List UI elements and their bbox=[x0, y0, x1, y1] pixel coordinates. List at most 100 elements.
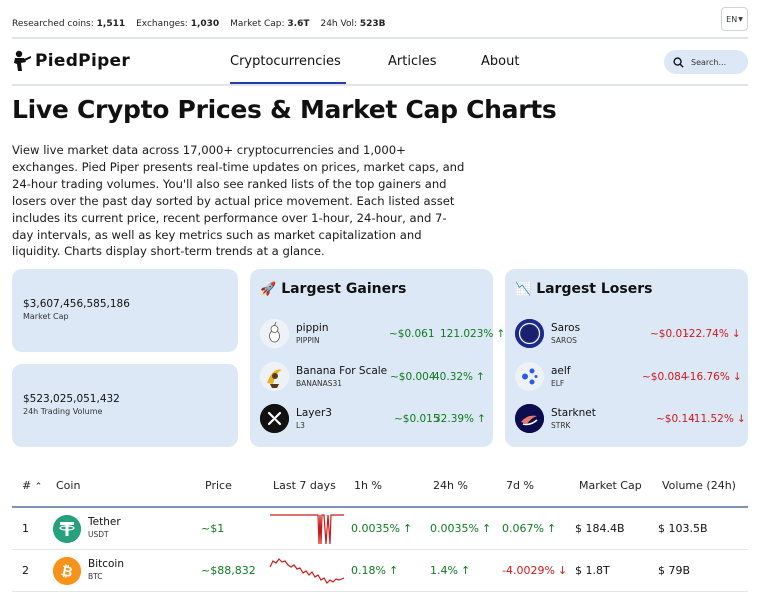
language-selector[interactable]: EN ▼ bbox=[721, 7, 748, 31]
coin-name: Tether bbox=[88, 516, 121, 528]
gainers-title: 🚀 Largest Gainers bbox=[260, 281, 406, 297]
coin-price: ~$88,832 bbox=[201, 564, 256, 577]
coin-symbol: SAROS bbox=[551, 336, 577, 345]
table-row[interactable]: 1 Tether USDT ~$1 0.0035% ↑ 0.0035% ↑ 0.06… bbox=[12, 508, 748, 550]
search-icon bbox=[673, 56, 684, 68]
arrow-down-icon: ↓ bbox=[731, 328, 741, 340]
coin-change: 40.32% ↑ bbox=[433, 371, 485, 383]
header-7d[interactable]: 7d % bbox=[506, 479, 534, 492]
header-coin[interactable]: Coin bbox=[56, 479, 81, 492]
coin-change: 121.023% ↑ bbox=[440, 328, 505, 340]
coin-price: ~$0.061 bbox=[389, 328, 435, 340]
stat-exchanges: Exchanges: 1,030 bbox=[136, 19, 219, 29]
stat-label: Exchanges: bbox=[136, 19, 188, 29]
stat-label: Market Cap: bbox=[230, 19, 285, 29]
coin-change-value: 121.023% bbox=[440, 328, 494, 340]
change-7d-value: 0.067% bbox=[502, 522, 544, 535]
header-volume[interactable]: Volume (24h) bbox=[662, 479, 736, 492]
stat-value: 3.6T bbox=[287, 19, 310, 29]
sort-rank-header[interactable]: # ⌃ bbox=[22, 479, 42, 492]
tether-coin-icon bbox=[53, 515, 81, 543]
loser-item[interactable]: aelf ELF ~$0.084 -16.76% ↓ bbox=[515, 362, 742, 394]
nav-about[interactable]: About bbox=[481, 54, 520, 69]
gainer-item[interactable]: Layer3 L3 ~$0.015 32.39% ↑ bbox=[260, 404, 486, 436]
coin-price: ~$0.14 bbox=[656, 413, 695, 425]
rocket-icon: 🚀 bbox=[260, 281, 277, 297]
header-1h[interactable]: 1h % bbox=[354, 479, 382, 492]
layer3-coin-icon bbox=[260, 404, 289, 433]
arrow-up-icon: ↑ bbox=[402, 522, 413, 535]
sparkline-7d bbox=[270, 514, 344, 545]
losers-title-text: Largest Losers bbox=[536, 281, 653, 297]
change-1h-value: 0.0035% bbox=[351, 522, 400, 535]
change-1h: 0.0035% ↑ bbox=[351, 522, 412, 535]
arrow-up-icon: ↑ bbox=[481, 522, 492, 535]
volume-card: $523,025,051,432 24h Trading Volume bbox=[12, 364, 238, 447]
largest-gainers-card: 🚀 Largest Gainers pippin PIPPIN ~$0.061 … bbox=[250, 269, 505, 447]
coin-change-value: -22.74% bbox=[685, 328, 729, 340]
coin-symbol: ELF bbox=[551, 379, 565, 388]
coin-price: ~$0.004 bbox=[390, 371, 436, 383]
arrow-up-icon: ↑ bbox=[477, 413, 486, 425]
coin-name: Saros bbox=[551, 322, 581, 334]
coin-change: -11.52% ↓ bbox=[690, 413, 746, 425]
loser-item[interactable]: Saros SAROS ~$0.01 -22.74% ↓ bbox=[515, 319, 741, 351]
coin-price: ~$0.01 bbox=[650, 328, 689, 340]
stat-value: 523B bbox=[359, 19, 386, 29]
market-stats-bar: Researched coins: 1,511 Exchanges: 1,030… bbox=[12, 7, 748, 36]
search-input[interactable]: Search... bbox=[664, 50, 748, 74]
brand-logo[interactable]: PiedPiper bbox=[12, 50, 130, 72]
brand-name: PiedPiper bbox=[35, 51, 131, 71]
header-24h[interactable]: 24h % bbox=[433, 479, 468, 492]
coin-change: -16.76% ↓ bbox=[686, 371, 742, 383]
gainer-item[interactable]: pippin PIPPIN ~$0.061 121.023% ↑ bbox=[260, 319, 505, 351]
language-label: EN bbox=[726, 14, 738, 24]
page-title: Live Crypto Prices & Market Cap Charts bbox=[12, 95, 557, 124]
coin-price: ~$1 bbox=[201, 522, 225, 535]
row-rank: 2 bbox=[22, 564, 29, 577]
nav-articles[interactable]: Articles bbox=[388, 54, 437, 69]
starknet-coin-icon bbox=[515, 404, 544, 433]
piper-logo-icon bbox=[12, 50, 32, 72]
coin-name: Starknet bbox=[551, 407, 596, 419]
coin-change-value: 40.32% bbox=[433, 371, 474, 383]
arrow-down-icon: ↓ bbox=[736, 413, 746, 425]
market-cap-value: $3,607,456,585,186 bbox=[23, 298, 130, 310]
chevron-down-icon: ▼ bbox=[738, 15, 743, 23]
arrow-down-icon: ↓ bbox=[557, 564, 568, 577]
table-row[interactable]: 2 ₿ Bitcoin BTC ~$88,832 0.18% ↑ 1.4% ↑ -4… bbox=[12, 550, 748, 592]
change-24h-value: 0.0035% bbox=[430, 522, 479, 535]
market-cap: $ 1.8T bbox=[575, 564, 610, 577]
chevron-up-icon: ⌃ bbox=[34, 482, 43, 492]
coin-name: Layer3 bbox=[296, 407, 332, 419]
row-rank: 1 bbox=[22, 522, 29, 535]
loser-item[interactable]: Starknet STRK ~$0.14 -11.52% ↓ bbox=[515, 404, 746, 436]
coin-name: aelf bbox=[551, 365, 571, 377]
gainer-item[interactable]: Banana For Scale BANANAS31 ~$0.004 40.32… bbox=[260, 362, 485, 394]
coin-symbol: USDT bbox=[88, 530, 109, 539]
divider bbox=[12, 84, 748, 86]
bitcoin-coin-icon: ₿ bbox=[53, 557, 81, 585]
change-1h-value: 0.18% bbox=[351, 564, 386, 577]
main-navigation: PiedPiper Cryptocurrencies Articles Abou… bbox=[12, 40, 748, 86]
change-7d: 0.067% ↑ bbox=[502, 522, 556, 535]
coin-symbol: L3 bbox=[296, 421, 305, 430]
stat-value: 1,511 bbox=[96, 19, 126, 29]
volume-value: $523,025,051,432 bbox=[23, 393, 120, 405]
svg-text:₿: ₿ bbox=[60, 563, 74, 581]
saros-coin-icon bbox=[515, 319, 544, 348]
change-7d-value: -4.0029% bbox=[502, 564, 555, 577]
stat-value: 1,030 bbox=[190, 19, 220, 29]
header-market-cap[interactable]: Market Cap bbox=[579, 479, 642, 492]
header-price[interactable]: Price bbox=[205, 479, 232, 492]
coin-symbol: BANANAS31 bbox=[296, 379, 343, 388]
volume-label: 24h Trading Volume bbox=[23, 407, 103, 416]
market-cap-label: Market Cap bbox=[23, 312, 69, 321]
arrow-down-icon: ↓ bbox=[732, 371, 742, 383]
coin-name: Banana For Scale bbox=[296, 365, 388, 377]
volume-24h: $ 103.5B bbox=[658, 522, 708, 535]
arrow-up-icon: ↑ bbox=[546, 522, 557, 535]
coin-name: pippin bbox=[296, 322, 329, 334]
nav-cryptocurrencies[interactable]: Cryptocurrencies bbox=[230, 54, 341, 69]
sparkline-7d bbox=[269, 558, 345, 584]
